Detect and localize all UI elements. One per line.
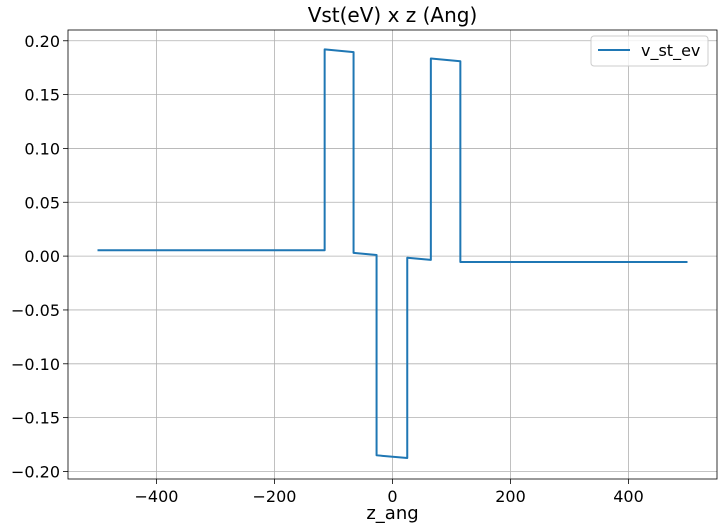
y-axis: −0.20 −0.15 −0.10 −0.05 0.00 0.05 0.10 0.15 0.20 [11,32,68,481]
x-tick-label: 400 [613,487,644,506]
y-tick-label: 0.10 [24,139,60,158]
x-axis-title: z_ang [366,503,418,524]
y-tick-label: 0.15 [24,86,60,105]
y-tick-label: −0.20 [11,462,60,481]
y-tick-label: −0.15 [11,409,60,428]
y-tick-label: 0.05 [24,193,60,212]
y-tick-label: 0.20 [24,32,60,51]
x-grid [156,30,629,479]
x-tick-label: 200 [495,487,526,506]
x-tick-label: 0 [387,487,397,506]
y-tick-label: −0.10 [11,355,60,374]
legend: v_st_ev [590,35,709,67]
legend-box [590,35,709,67]
y-tick-label: 0.00 [24,247,60,266]
series-line-v_st_ev [97,48,688,459]
x-tick-label: −400 [135,487,179,506]
series-layer [97,48,688,459]
y-tick-label: −0.05 [11,301,60,320]
chart-title: Vst(eV) x z (Ang) [308,3,478,27]
x-tick-label: −200 [253,487,297,506]
legend-label: v_st_ev [641,41,700,61]
x-axis: −400 −200 0 200 400 [135,479,644,506]
